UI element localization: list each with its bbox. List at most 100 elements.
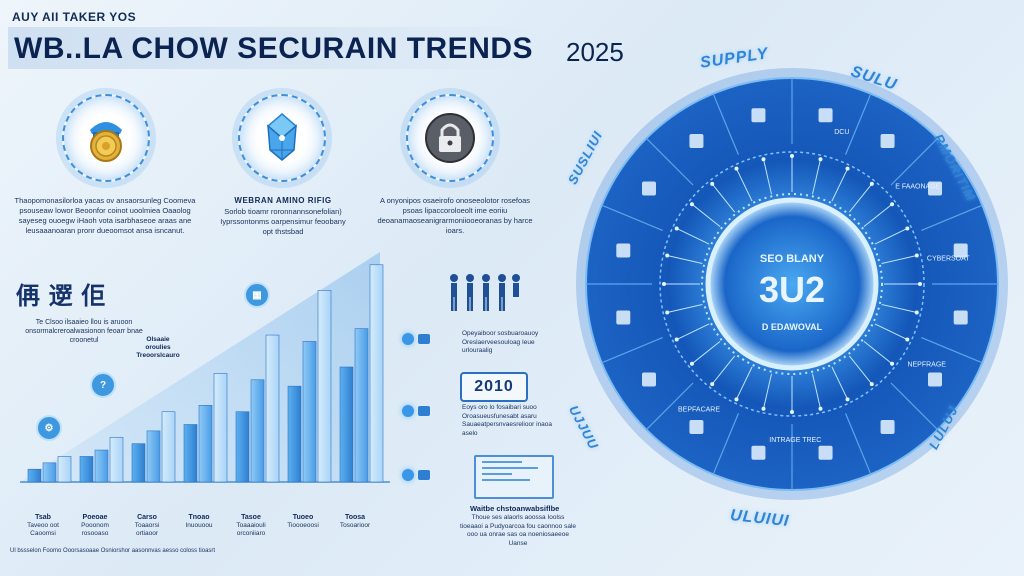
- wheel-segment-label: CYBERSOAT: [927, 255, 970, 262]
- chart-tick-label: Tnoao Inuouoou: [178, 514, 220, 530]
- chart-bar: [235, 411, 250, 483]
- chart-bar: [265, 334, 280, 483]
- wheel-spoke: [736, 366, 753, 400]
- chart-bar: [339, 366, 354, 483]
- wheel-node: [818, 406, 823, 411]
- chart-bar: [354, 328, 369, 483]
- wheel-spoke: [863, 203, 893, 228]
- wheel-node: [905, 226, 910, 231]
- wheel-node: [674, 226, 679, 231]
- wheel-node: [890, 361, 895, 366]
- chart-tick-label: Carso Toaaorsi ortiaoor: [126, 514, 168, 538]
- wheel-segment-icon: [880, 420, 895, 435]
- chart-bubble-3: ▦: [244, 282, 270, 308]
- chart-bar: [317, 290, 332, 483]
- chart-tick-label: Poeoae Pooonom rosooaso: [74, 514, 116, 538]
- chart-tick-label-head: Poeoae: [82, 514, 108, 521]
- chart-tick-label-sub: Pooonom rosooaso: [81, 522, 109, 537]
- wheel-node: [665, 253, 670, 258]
- wheel-segment-icon: [641, 181, 656, 196]
- wheel-segment-divider: [890, 137, 939, 186]
- wheel-spoke: [736, 168, 753, 202]
- people-icon: [450, 274, 520, 311]
- wheel-segment-divider: [845, 413, 872, 475]
- wheel-segment-divider: [890, 382, 939, 431]
- wheel-node: [818, 157, 823, 162]
- wheel-segment-divider: [921, 204, 983, 231]
- chart-bar: [131, 443, 146, 483]
- chart-tick-label-sub: Taveoo oot Caoomsi: [27, 522, 59, 537]
- wheel-node: [710, 382, 715, 387]
- chart-tick-label: Tasoe Toaaaiouli orconiiaro: [230, 514, 272, 538]
- chart-bubble-2: ?: [90, 372, 116, 398]
- chart-tick-label-head: Carso: [137, 514, 157, 521]
- chart-bar: [213, 373, 228, 483]
- wheel-node: [689, 202, 694, 207]
- chart-bar: [302, 341, 317, 483]
- chart-tick-label-sub: Toaaaiouli orconiiaro: [236, 522, 266, 537]
- wheel-node: [761, 406, 766, 411]
- wheel-segment-divider: [921, 337, 983, 364]
- page-title: WB..LA CHOW SECURAIN TRENDS: [14, 32, 534, 65]
- wheel-segment-icon: [818, 108, 833, 123]
- wheel-node: [869, 181, 874, 186]
- wheel-spoke: [691, 203, 721, 228]
- security-wheel: SEO BLANY 3U2 D EDAWOVAL DCU E FAAONAGE CY…: [576, 68, 1008, 500]
- wheel-spoke: [763, 373, 773, 409]
- wheel-spoke: [667, 255, 703, 265]
- wheel-segment-label: E FAAONAGE: [895, 183, 940, 190]
- wheel-node: [905, 337, 910, 342]
- lock-disc: [406, 94, 494, 182]
- chart-bar: [109, 436, 124, 483]
- wheel-node: [845, 166, 850, 171]
- wheel-spoke: [831, 168, 848, 202]
- footnote: Ul bssselon Foomo Ooorsasoaae Osniorshor…: [10, 548, 216, 554]
- chart-tick-label-sub: Toaaorsi ortiaoor: [134, 522, 160, 537]
- wheel-node: [914, 253, 919, 258]
- browser-panel-icon: [474, 455, 554, 499]
- chart-bar: [57, 456, 72, 483]
- wheel-center-line2: 3U2: [759, 269, 825, 310]
- diamond-disc: [238, 94, 326, 182]
- ring-word-7: ULUIUI: [729, 506, 791, 531]
- wheel-segment-icon: [616, 243, 631, 258]
- wheel-spoke: [848, 183, 873, 213]
- wheel-spoke: [811, 159, 821, 195]
- blue-diamond-icon: [266, 113, 298, 161]
- wheel-segment-icon: [641, 372, 656, 387]
- wheel-center-line1: SEO BLANY: [760, 253, 825, 265]
- chart-tick-label: Toosa Tosoarioor: [334, 514, 376, 530]
- wheel-segment-divider: [845, 93, 872, 155]
- chart-bar: [369, 264, 384, 483]
- wheel-node: [710, 181, 715, 186]
- wheel-node: [761, 157, 766, 162]
- wheel-node: [869, 382, 874, 387]
- middle-block-1: Opeyaiboor sosbuaroauoy Oreslaerveesoulo…: [462, 330, 539, 354]
- chart-bar: [183, 424, 198, 483]
- gold-coin-icon: [90, 122, 122, 162]
- wheel-segment-label: NEPFRAGE: [907, 362, 946, 369]
- chart-bar: [27, 468, 42, 483]
- wheel-segment-icon: [689, 420, 704, 435]
- wheel-spoke: [711, 355, 736, 385]
- chart-tick-label-head: Tnoao: [188, 514, 210, 521]
- wheel-node: [734, 166, 739, 171]
- wheel-segment-icon: [928, 181, 943, 196]
- wheel-segment-divider: [601, 337, 663, 364]
- wheel-segment-icon: [751, 445, 766, 460]
- wheel-node: [665, 310, 670, 315]
- chart-tick-label-sub: Tioooeoosi: [287, 522, 319, 529]
- chart-bar: [94, 449, 109, 483]
- wheel-spoke: [676, 323, 710, 340]
- feature-1-text: Thaopomonasilorloa yacas ov ansaorsunleg…: [14, 196, 196, 235]
- chart-bar: [287, 385, 302, 483]
- wheel-spoke: [848, 355, 873, 385]
- wheel-segment-label: DCU: [834, 129, 849, 136]
- chart-bubble-1: ⚙: [36, 415, 62, 441]
- wheel-node: [689, 361, 694, 366]
- feature-2-heading: WEBRAN AMINO RIFIG: [234, 196, 332, 205]
- wheel-node: [914, 310, 919, 315]
- wheel-spoke: [691, 340, 721, 365]
- wheel-node: [790, 410, 794, 414]
- chart-axis-labels: Tsab Taveoo oot Caoomsi Poeoae Pooonom roso…: [22, 514, 402, 548]
